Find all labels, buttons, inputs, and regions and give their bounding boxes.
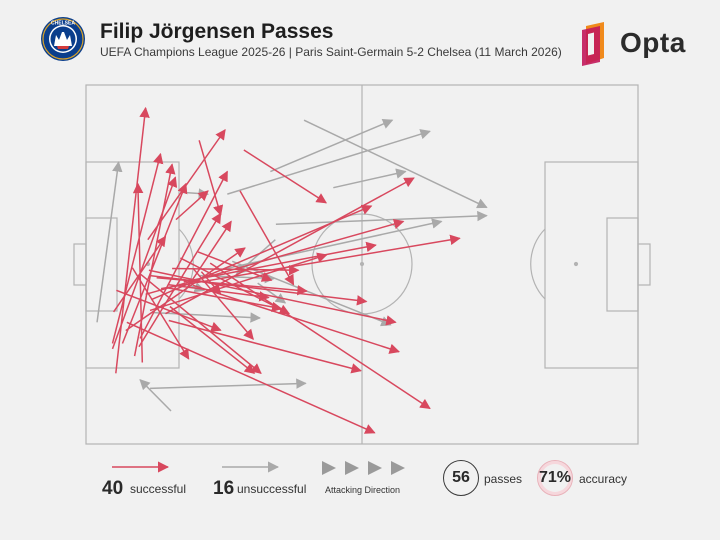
successful-pass-10 xyxy=(126,321,376,434)
successful-pass-38 xyxy=(239,190,295,286)
page-title: Filip Jörgensen Passes xyxy=(100,20,334,43)
successful-pass-2 xyxy=(115,106,150,374)
passes-count: 56 xyxy=(452,469,470,486)
attacking-direction-label: Attacking Direction xyxy=(325,485,401,495)
right-goal xyxy=(637,243,651,286)
svg-text:CHELSEA: CHELSEA xyxy=(51,21,75,27)
successful-pass-14 xyxy=(149,252,328,312)
successful-pass-15 xyxy=(169,305,256,374)
successful-pass-19 xyxy=(160,234,461,290)
unsuccessful-passes xyxy=(96,119,488,412)
unsuccessful-pass-1 xyxy=(139,378,172,412)
successful-pass-33 xyxy=(209,262,431,410)
unsuccessful-pass-7 xyxy=(221,218,443,271)
unsuccessful-pass-9 xyxy=(235,239,276,275)
accuracy-circle: 71% xyxy=(537,460,573,496)
successful-pass-11 xyxy=(168,319,362,374)
match-subtitle: UEFA Champions League 2025-26 | Paris Sa… xyxy=(100,45,562,59)
right-penalty-area xyxy=(544,161,639,369)
unsuccessful-pass-15 xyxy=(303,119,488,209)
centre-spot xyxy=(359,261,365,267)
header: CHELSEA Filip Jörgensen Passes UEFA Cham… xyxy=(0,0,720,80)
successful-pass-36 xyxy=(147,129,226,241)
opta-logo-icon xyxy=(582,22,604,66)
unsuccessful-pass-14 xyxy=(270,119,394,173)
legend-graphics xyxy=(112,461,405,475)
successful-pass-5 xyxy=(121,182,188,344)
right-six-yard-box xyxy=(606,217,639,312)
successful-count: 40 xyxy=(102,478,124,499)
successful-pass-39 xyxy=(243,149,328,204)
opta-brand: Opta xyxy=(620,27,686,58)
successful-pass-22 xyxy=(192,284,400,354)
successful-pass-20 xyxy=(167,287,283,313)
successful-pass-13 xyxy=(112,235,167,313)
successful-passes xyxy=(111,106,461,434)
passes-label: passes xyxy=(484,472,523,486)
successful-label: successful xyxy=(130,482,187,496)
unsuccessful-pass-2 xyxy=(150,378,307,390)
right-penalty-spot xyxy=(573,261,579,267)
left-six-yard-box xyxy=(85,217,118,312)
passes-count-circle: 56 xyxy=(443,460,479,496)
successful-pass-35 xyxy=(197,251,273,282)
unsuccessful-pass-16 xyxy=(96,161,123,323)
successful-pass-26 xyxy=(149,274,368,306)
successful-pass-34 xyxy=(180,257,291,315)
unsuccessful-count: 16 xyxy=(213,478,235,499)
pitch-markings xyxy=(73,84,651,445)
successful-pass-29 xyxy=(148,269,397,326)
right-penalty-arc xyxy=(530,228,546,300)
successful-pass-4 xyxy=(133,163,176,357)
chelsea-crest-icon: CHELSEA xyxy=(41,17,85,61)
unsuccessful-pass-11 xyxy=(227,129,431,195)
successful-pass-6 xyxy=(111,176,178,350)
successful-pass-31 xyxy=(192,267,254,340)
successful-pass-12 xyxy=(165,177,415,315)
unsuccessful-pass-12 xyxy=(333,168,407,189)
successful-pass-32 xyxy=(131,267,190,360)
successful-pass-18 xyxy=(116,289,222,332)
unsuccessful-pass-10 xyxy=(275,210,488,226)
unsuccessful-label: unsuccessful xyxy=(237,482,307,496)
successful-pass-17 xyxy=(145,218,405,296)
left-goal xyxy=(73,243,87,286)
successful-pass-40 xyxy=(198,140,224,216)
successful-pass-21 xyxy=(186,220,232,288)
accuracy-value: 71% xyxy=(538,469,572,486)
successful-pass-27 xyxy=(139,273,262,374)
successful-pass-1 xyxy=(111,152,164,344)
attacking-direction-arrows xyxy=(322,461,405,475)
accuracy-label: accuracy xyxy=(579,472,628,486)
successful-pass-37 xyxy=(175,190,209,221)
unsuccessful-pass-3 xyxy=(153,311,261,323)
